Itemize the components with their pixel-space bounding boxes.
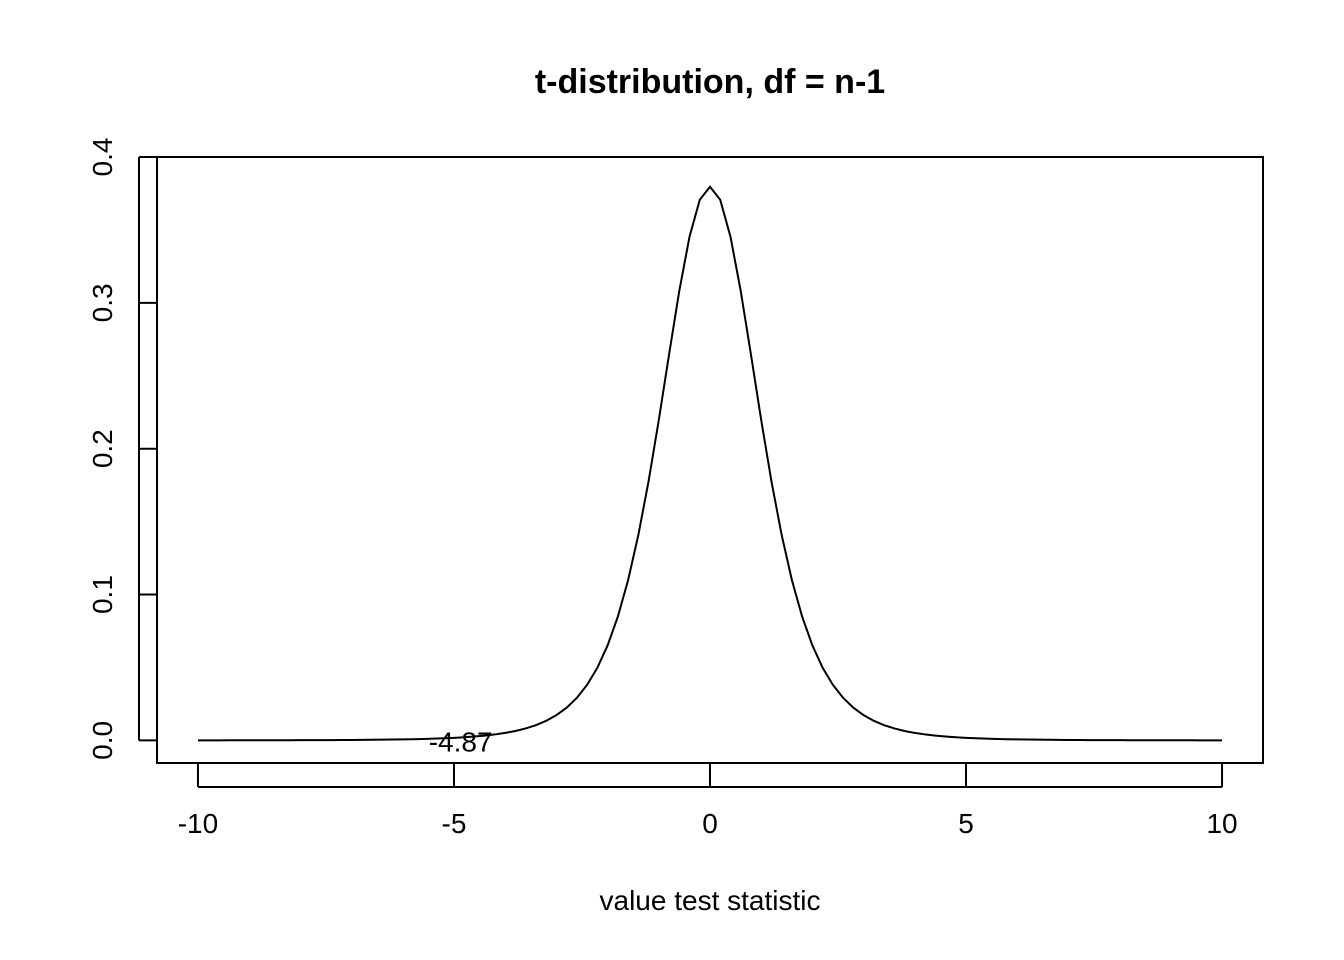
series-line — [197, 185, 1223, 742]
x-tick-label: 0 — [702, 808, 718, 839]
x-axis-label: value test statistic — [600, 885, 821, 916]
chart-title: t-distribution, df = n-1 — [535, 63, 885, 101]
x-tick-label: 10 — [1206, 808, 1237, 839]
annotation-label: -4.87 — [429, 726, 493, 757]
x-tick-label: -5 — [442, 808, 467, 839]
y-tick-label: 0.0 — [87, 721, 118, 760]
x-tick-label: -10 — [178, 808, 218, 839]
x-tick-label: 5 — [958, 808, 974, 839]
y-tick-label: 0.4 — [87, 138, 118, 177]
y-axis: 0.0 0.1 0.2 0.3 0.4 — [87, 138, 157, 760]
y-tick-label: 0.2 — [87, 429, 118, 468]
x-axis: -10 -5 0 5 10 — [178, 763, 1238, 839]
y-tick-label: 0.1 — [87, 575, 118, 614]
y-tick-label: 0.3 — [87, 283, 118, 322]
